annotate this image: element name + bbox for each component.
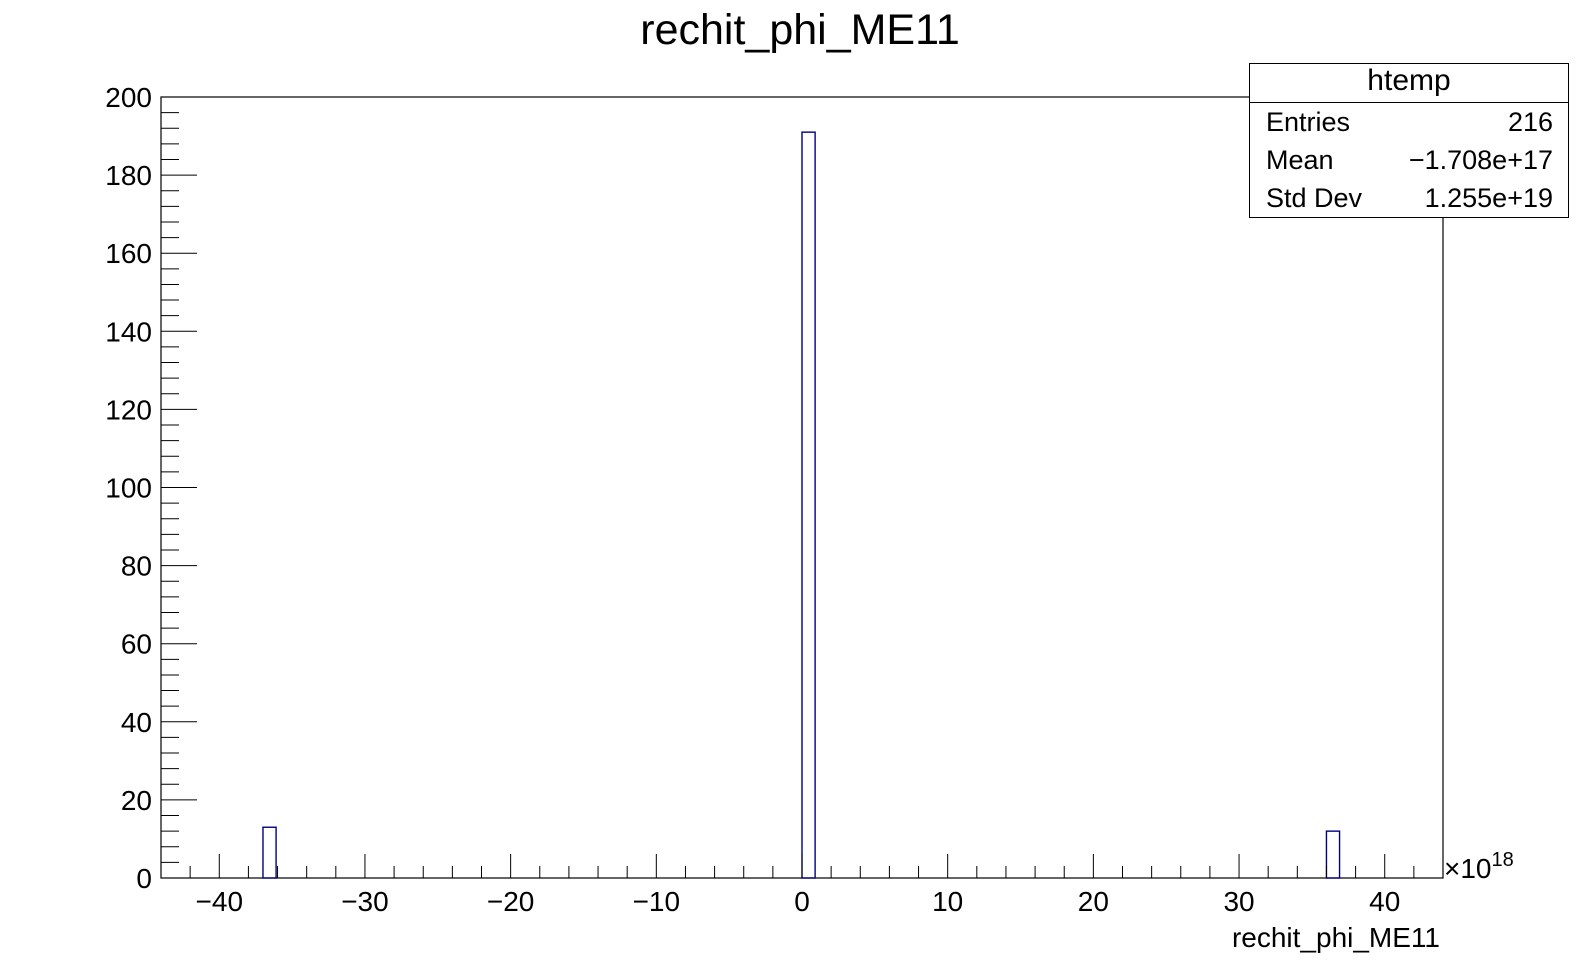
stats-value-entries: 216 (1507, 107, 1553, 137)
stats-row-entries: Entries 216 (1250, 103, 1568, 141)
y-tick-label: 100 (105, 473, 152, 504)
chart-title: rechit_phi_ME11 (640, 6, 960, 54)
x-axis-multiplier: ×1018 (1444, 849, 1514, 884)
x-axis-multiplier-base: ×10 (1444, 853, 1492, 884)
y-tick-label: 180 (105, 160, 152, 191)
x-tick-label: 0 (794, 886, 810, 917)
y-tick-label: 120 (105, 394, 152, 425)
stats-box: htemp Entries 216 Mean −1.708e+17 Std De… (1249, 63, 1569, 218)
y-tick-label: 60 (121, 629, 152, 660)
y-tick-label: 200 (105, 82, 152, 113)
histogram-bar-2 (1325, 830, 1341, 879)
y-tick-label: 80 (121, 551, 152, 582)
x-tick-label: −40 (196, 886, 244, 917)
stats-row-std-dev: Std Dev 1.255e+19 (1250, 179, 1568, 217)
stats-label-mean: Mean (1266, 145, 1334, 175)
y-tick-label: 40 (121, 707, 152, 738)
stats-value-std-dev: 1.255e+19 (1424, 183, 1553, 213)
histogram-bar-0 (262, 826, 277, 879)
x-tick-label: 20 (1078, 886, 1109, 917)
stats-label-std-dev: Std Dev (1266, 183, 1363, 213)
stats-label-entries: Entries (1266, 107, 1351, 137)
y-tick-label: 20 (121, 785, 152, 816)
stats-value-mean: −1.708e+17 (1408, 145, 1553, 175)
histogram-bar-1 (801, 131, 816, 879)
x-tick-label: −20 (487, 886, 535, 917)
x-tick-label: −30 (341, 886, 389, 917)
x-tick-label: 10 (932, 886, 963, 917)
x-tick-label: −10 (633, 886, 681, 917)
y-tick-label: 0 (136, 863, 152, 894)
y-tick-label: 140 (105, 316, 152, 347)
x-tick-label: 30 (1223, 886, 1254, 917)
x-axis-multiplier-exponent: 18 (1492, 849, 1514, 871)
y-tick-label: 160 (105, 238, 152, 269)
x-tick-label: 40 (1369, 886, 1400, 917)
stats-title: htemp (1250, 64, 1568, 103)
x-axis-label: rechit_phi_ME11 (1232, 922, 1440, 953)
stats-row-mean: Mean −1.708e+17 (1250, 141, 1568, 179)
